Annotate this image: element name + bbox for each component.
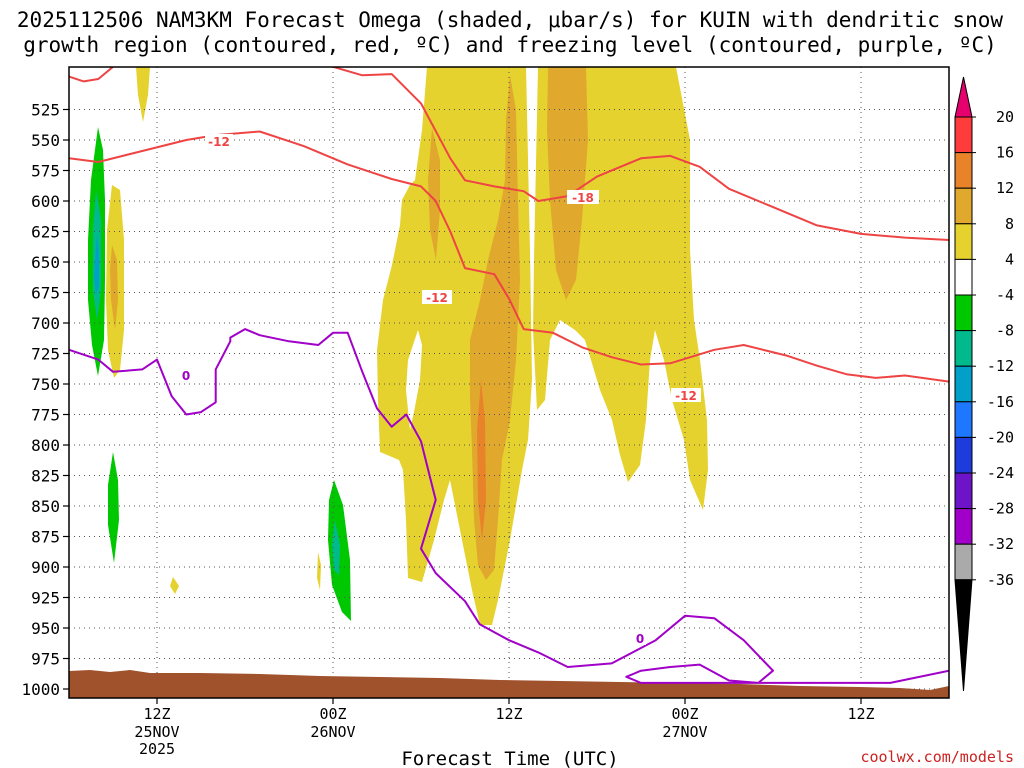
colorbar-swatch-5 <box>954 294 973 332</box>
omega-shade-orange-right <box>547 67 588 300</box>
colorbar-label-3: 8 <box>1005 215 1014 233</box>
x-tick-year-12: 2025 <box>139 740 175 758</box>
omega-shade-yellow-dot <box>170 577 179 594</box>
y-tick-label-650: 650 <box>31 253 60 272</box>
colorbar-top-arrow <box>954 76 973 118</box>
colorbar-swatch-7 <box>954 365 973 403</box>
omega-shade-orange-left <box>110 245 118 330</box>
colorbar-swatch-9 <box>954 436 973 474</box>
terrain-fill <box>69 670 949 698</box>
x-tick-date-12: 25NOV <box>134 723 179 741</box>
chart-title-line2: growth region (contoured, red, ºC) and f… <box>23 33 997 57</box>
contour-label-minus12-right: -12 <box>675 389 697 403</box>
omega-shade-green-left-low <box>108 452 119 563</box>
colorbar-label-4: 4 <box>1005 250 1014 268</box>
colorbar-label-1: 16 <box>996 144 1014 162</box>
colorbar-swatch-0 <box>954 116 973 154</box>
x-tick-label-36: 12Z <box>495 705 522 723</box>
y-tick-label-975: 975 <box>31 650 60 669</box>
omega-shade-blue-left <box>94 235 99 295</box>
contour-label-zero-left: 0 <box>182 369 190 383</box>
colorbar-label-2: 12 <box>996 179 1014 197</box>
grid <box>69 67 949 698</box>
contour-label-minus12-top: -12 <box>208 135 230 149</box>
contour-line-0 <box>69 67 949 241</box>
colorbar-label-7: -12 <box>987 357 1014 375</box>
y-tick-label-875: 875 <box>31 528 60 547</box>
colorbar-swatch-3 <box>954 223 973 260</box>
colorbar-label-6: -8 <box>996 322 1014 340</box>
colorbar-bottom-arrow <box>954 579 973 692</box>
omega-shade-yellow-26nov <box>317 552 321 590</box>
y-tick-label-750: 750 <box>31 375 60 394</box>
colorbar-swatch-6 <box>954 330 973 367</box>
colorbar-swatch-2 <box>954 187 973 225</box>
colorbar-swatch-8 <box>954 401 973 438</box>
colorbar-swatch-4 <box>954 258 973 296</box>
y-tick-label-600: 600 <box>31 192 60 211</box>
omega-shade-orange-deep <box>477 380 486 540</box>
contour-line-1 <box>69 130 949 383</box>
y-tick-label-925: 925 <box>31 589 60 608</box>
colorbar-label-13: -36 <box>987 571 1014 589</box>
colorbar-label-10: -24 <box>987 464 1014 482</box>
y-tick-label-625: 625 <box>31 223 60 242</box>
x-tick-label-48: 00Z <box>671 705 698 723</box>
y-tick-label-850: 850 <box>31 497 60 516</box>
colorbar-label-0: 20 <box>996 108 1014 126</box>
contour-label-minus18: -18 <box>572 191 594 205</box>
y-tick-label-950: 950 <box>31 619 60 638</box>
y-tick-label-675: 675 <box>31 284 60 303</box>
colorbar-swatch-11 <box>954 508 973 545</box>
x-tick-label-12: 12Z <box>143 705 170 723</box>
chart-title-line1: 2025112506 NAM3KM Forecast Omega (shaded… <box>17 8 1004 32</box>
colorbar-label-12: -32 <box>987 535 1014 553</box>
contour-labels: -12 -18 -12 -12 0 0 <box>180 134 701 646</box>
x-axis-title: Forecast Time (UTC) <box>401 748 618 768</box>
x-tick-label-60: 12Z <box>847 705 874 723</box>
contour-label-zero-right: 0 <box>636 632 644 646</box>
y-tick-label-1000: 1000 <box>21 680 60 699</box>
y-tick-label-825: 825 <box>31 467 60 486</box>
colorbar-swatch-1 <box>954 152 973 189</box>
colorbar-swatch-10 <box>954 472 973 510</box>
colorbar-label-8: -16 <box>987 393 1014 411</box>
x-tick-label-24: 00Z <box>319 705 346 723</box>
y-tick-label-775: 775 <box>31 406 60 425</box>
contour-label-minus12-mid: -12 <box>426 291 448 305</box>
y-tick-label-525: 525 <box>31 101 60 120</box>
y-tick-label-550: 550 <box>31 131 60 150</box>
omega-shade-cyan-26nov <box>332 520 340 575</box>
colorbar-label-11: -28 <box>987 500 1014 518</box>
colorbar: 20 16 12 8 4 -4 -8 -12 -16 -20 -24 -28 -32 -36 <box>954 76 1014 692</box>
omega-shade-white-hole <box>406 330 422 430</box>
y-tick-label-700: 700 <box>31 314 60 333</box>
terrain-surface <box>69 670 949 698</box>
x-tick-date-24: 26NOV <box>310 723 355 741</box>
y-tick-label-575: 575 <box>31 162 60 181</box>
colorbar-label-5: -4 <box>996 286 1014 304</box>
contour-line-2 <box>69 328 949 684</box>
omega-shade-orange-small <box>428 128 440 260</box>
y-tick-label-900: 900 <box>31 558 60 577</box>
y-tick-label-800: 800 <box>31 436 60 455</box>
x-tick-date-48: 27NOV <box>662 723 707 741</box>
colorbar-label-9: -20 <box>987 428 1014 446</box>
omega-shading <box>88 67 708 625</box>
colorbar-swatch-12 <box>954 543 973 581</box>
site-credit: coolwx.com/models <box>860 748 1014 766</box>
y-tick-label-725: 725 <box>31 345 60 364</box>
y-axis: 525 550 575 600 625 650 675 700 725 750 775 800 825 8… <box>21 101 69 699</box>
omega-shade-yellow-left-top <box>136 67 150 122</box>
contours <box>69 67 949 684</box>
